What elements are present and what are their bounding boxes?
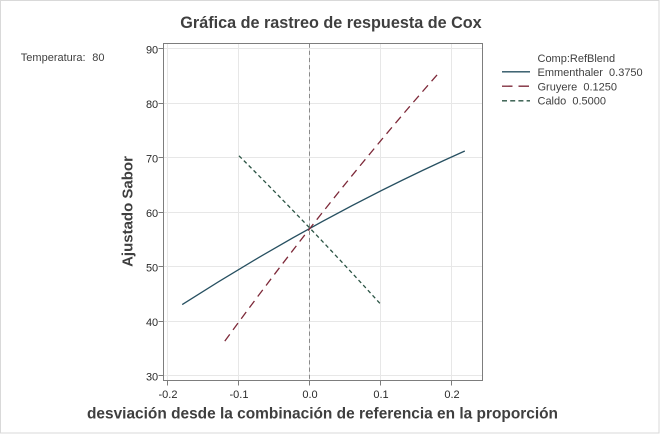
svg-text:60: 60	[146, 208, 158, 220]
svg-text:70: 70	[146, 154, 158, 166]
svg-text:30: 30	[146, 372, 158, 384]
svg-text:-0.1: -0.1	[230, 389, 249, 401]
svg-text:80: 80	[146, 99, 158, 111]
svg-text:-0.2: -0.2	[159, 389, 178, 401]
svg-text:90: 90	[146, 45, 158, 57]
svg-text:Gruyere 0.1250: Gruyere 0.1250	[538, 81, 618, 93]
svg-text:40: 40	[146, 317, 158, 329]
svg-text:0.1: 0.1	[373, 389, 388, 401]
svg-text:Emmenthaler 0.3750: Emmenthaler 0.3750	[538, 67, 643, 79]
svg-text:0.0: 0.0	[302, 389, 317, 401]
svg-text:0.2: 0.2	[444, 389, 459, 401]
svg-text:50: 50	[146, 263, 158, 275]
svg-text:Gráfica de rastreo de respuest: Gráfica de rastreo de respuesta de Cox	[180, 14, 481, 32]
svg-text:80: 80	[92, 52, 104, 64]
svg-text:desviación desde la combinació: desviación desde la combinación de refer…	[87, 406, 558, 423]
svg-text:Ajustado Sabor: Ajustado Sabor	[119, 156, 136, 267]
svg-text:Caldo 0.5000: Caldo 0.5000	[538, 96, 607, 108]
svg-text:Temperatura:: Temperatura:	[21, 52, 86, 64]
svg-text:Comp:RefBlend: Comp:RefBlend	[538, 53, 616, 65]
